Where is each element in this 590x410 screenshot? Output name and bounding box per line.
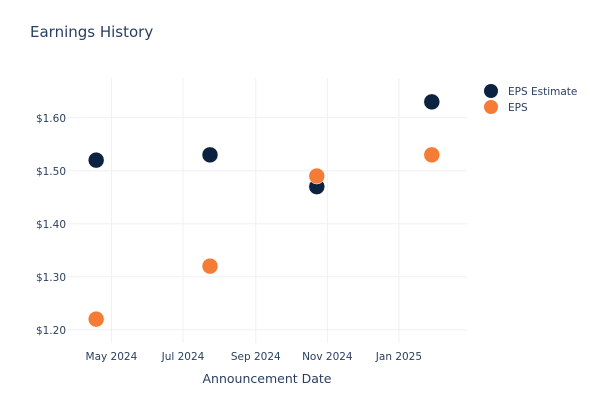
y-tick-label: $1.50 <box>36 166 66 178</box>
x-tick-label: Jul 2024 <box>161 351 205 363</box>
legend-label: EPS Estimate <box>508 86 577 98</box>
x-tick-label: May 2024 <box>86 351 138 363</box>
x-tick-label: Sep 2024 <box>231 351 281 363</box>
eps-point[interactable] <box>87 310 105 328</box>
eps-estimate-point[interactable] <box>87 151 105 169</box>
y-tick-label: $1.40 <box>36 219 66 231</box>
y-tick-label: $1.30 <box>36 272 66 284</box>
eps-point[interactable] <box>201 257 219 275</box>
x-tick-label: Nov 2024 <box>302 351 353 363</box>
legend-marker <box>484 100 498 114</box>
legend-item[interactable]: EPS Estimate <box>484 84 577 98</box>
y-tick-label: $1.60 <box>36 113 66 125</box>
grid-lines <box>68 78 467 343</box>
legend-marker <box>484 84 498 98</box>
chart-title: Earnings History <box>30 23 153 41</box>
legend-label: EPS <box>508 102 528 114</box>
data-points <box>87 93 441 328</box>
legend-item[interactable]: EPS <box>484 100 528 114</box>
axis-ticks: $1.20 $1.30 $1.40 $1.50 $1.60 May 2024 Jul 202… <box>36 113 422 363</box>
legend[interactable]: EPS Estimate EPS <box>484 84 577 114</box>
x-tick-label: Jan 2025 <box>375 351 422 363</box>
eps-estimate-point[interactable] <box>423 93 441 111</box>
eps-point[interactable] <box>308 167 326 185</box>
y-tick-label: $1.20 <box>36 325 66 337</box>
eps-point[interactable] <box>423 146 441 164</box>
eps-estimate-point[interactable] <box>201 146 219 164</box>
x-axis-title: Announcement Date <box>203 371 332 386</box>
